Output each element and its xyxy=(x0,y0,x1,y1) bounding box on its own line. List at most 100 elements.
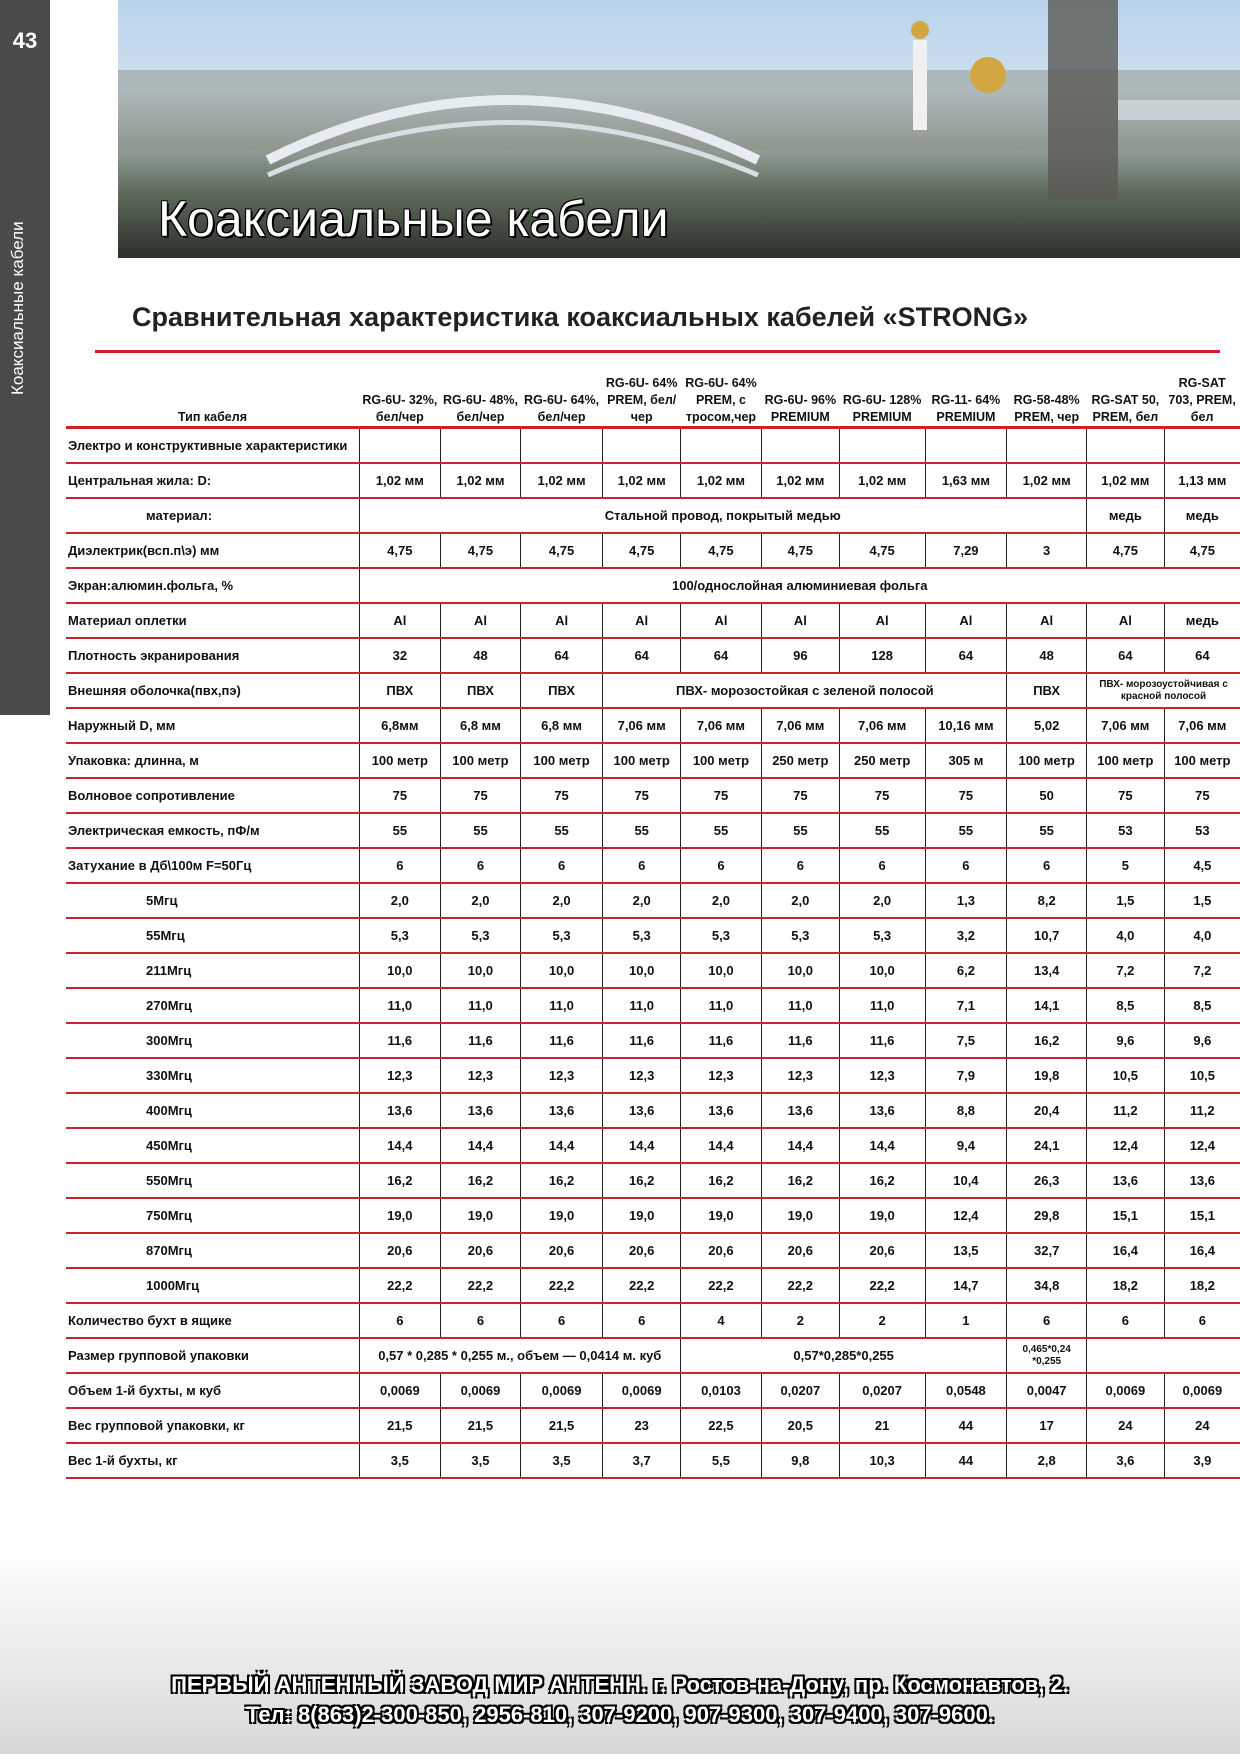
table-cell: 6 xyxy=(838,848,925,884)
row-label: 750Мгц xyxy=(66,1198,360,1234)
table-row: 5Мгц 2,0 2,0 2,0 2,0 2,0 2,0 2,0 1,3 8,2 1,5 1,5 xyxy=(66,883,1240,919)
column-header: RG-6U- 64%, бел/чер xyxy=(520,370,603,429)
table-cell xyxy=(760,427,840,464)
table-row: Экран:алюмин.фольга, % 100/однослойная ал… xyxy=(66,568,1240,604)
table-cell: 64 xyxy=(1086,638,1165,674)
row-label: Диэлектрик(всп.п\э) мм xyxy=(66,533,360,569)
table-cell: 3,6 xyxy=(1086,1443,1165,1479)
column-header: RG-SAT 50, PREM, бел xyxy=(1086,370,1165,429)
table-cell: 10,0 xyxy=(519,953,603,989)
table-row: 211Мгц 10,0 10,0 10,0 10,0 10,0 10,0 10,0 6,2 13,… xyxy=(66,953,1240,989)
table-cell: ПВХ xyxy=(440,673,521,709)
table-cell: 24 xyxy=(1086,1408,1165,1444)
table-cell: 18,2 xyxy=(1086,1268,1165,1304)
row-label: 450Мгц xyxy=(66,1128,360,1164)
table-cell: 55 xyxy=(924,813,1007,849)
table-cell: 0,0069 xyxy=(1086,1373,1165,1409)
table-cell: Al xyxy=(680,603,762,639)
table-cell: 6 xyxy=(440,848,521,884)
table-cell: 6 xyxy=(1006,1303,1087,1339)
row-label: Размер групповой упаковки xyxy=(66,1338,360,1374)
row-label: Центральная жила: D: xyxy=(66,463,360,499)
table-cell: 2,0 xyxy=(838,883,925,919)
table-row: Вес 1-й бухты, кг 3,5 3,5 3,5 3,7 5,5 9,8 10,3 4… xyxy=(66,1443,1240,1479)
table-cell: 0,0047 xyxy=(1006,1373,1087,1409)
table-cell: 11,0 xyxy=(440,988,521,1024)
table-cell: 12,4 xyxy=(1086,1128,1165,1164)
table-cell: 0,0548 xyxy=(924,1373,1007,1409)
table-cell: 14,7 xyxy=(924,1268,1007,1304)
table-cell: медь xyxy=(1163,498,1240,534)
table-row: Затухание в Дб\100м F=50Гц 6 6 6 6 6 6 6 6 6 5 4,5 xyxy=(66,848,1240,884)
table-cell: 75 xyxy=(924,778,1007,814)
table-cell: 12,3 xyxy=(440,1058,521,1094)
table-cell: 2,0 xyxy=(519,883,603,919)
table-cell: Стальной провод, покрытый медью xyxy=(358,498,1087,534)
table-cell: 0,0207 xyxy=(760,1373,840,1409)
table-cell: 75 xyxy=(680,778,762,814)
table-cell: 8,5 xyxy=(1163,988,1240,1024)
table-row: 1000Мгц 22,2 22,2 22,2 22,2 22,2 22,2 22,2 14,7 3… xyxy=(66,1268,1240,1304)
table-cell: 48 xyxy=(1006,638,1087,674)
table-cell: 14,4 xyxy=(440,1128,521,1164)
table-cell: 9,8 xyxy=(760,1443,840,1479)
table-cell: 6 xyxy=(602,848,681,884)
table-cell: 19,0 xyxy=(602,1198,681,1234)
table-cell: 10,5 xyxy=(1163,1058,1240,1094)
table-cell: 0,0069 xyxy=(440,1373,521,1409)
table-cell: 6 xyxy=(924,848,1007,884)
table-cell: 55 xyxy=(1006,813,1087,849)
table-cell: 4,75 xyxy=(680,533,762,569)
column-header: RG-6U- 128% PREMIUM xyxy=(839,370,925,429)
table-cell: 64 xyxy=(924,638,1007,674)
table-cell: Al xyxy=(838,603,925,639)
table-cell: 11,0 xyxy=(680,988,762,1024)
table-cell: 2,0 xyxy=(358,883,441,919)
table-cell: ПВХ xyxy=(519,673,603,709)
table-cell: 15,1 xyxy=(1163,1198,1240,1234)
table-cell xyxy=(1163,427,1240,464)
table-cell: 16,2 xyxy=(358,1163,441,1199)
table-cell: 11,0 xyxy=(760,988,840,1024)
table-cell: 10,0 xyxy=(440,953,521,989)
table-cell: 12,3 xyxy=(519,1058,603,1094)
table-cell: 16,4 xyxy=(1086,1233,1165,1269)
table-cell: 9,6 xyxy=(1163,1023,1240,1059)
table-header-row: Тип кабеля RG-6U- 32%, бел/чер RG-6U- 48%,… xyxy=(66,370,1240,429)
table-cell: 100 метр xyxy=(519,743,603,779)
table-cell: 3,5 xyxy=(358,1443,441,1479)
table-cell: 53 xyxy=(1163,813,1240,849)
table-cell: 4,75 xyxy=(440,533,521,569)
table-cell: 22,2 xyxy=(838,1268,925,1304)
table-cell: 10,3 xyxy=(838,1443,925,1479)
table-cell: 0,0103 xyxy=(680,1373,762,1409)
table-cell: 13,6 xyxy=(602,1093,681,1129)
table-cell: 75 xyxy=(1163,778,1240,814)
table-cell xyxy=(680,427,762,464)
table-cell: 75 xyxy=(519,778,603,814)
table-cell: 9,6 xyxy=(1086,1023,1165,1059)
table-cell: медь xyxy=(1163,603,1240,639)
table-cell: 55 xyxy=(602,813,681,849)
table-cell: 2,0 xyxy=(680,883,762,919)
side-tab: 43 Коаксиальные кабели xyxy=(0,0,50,715)
table-cell: 2,0 xyxy=(760,883,840,919)
table-cell: 1,02 мм xyxy=(838,463,925,499)
table-cell: 0,0069 xyxy=(519,1373,603,1409)
table-cell: 3,2 xyxy=(924,918,1007,954)
table-cell: 4,75 xyxy=(1163,533,1240,569)
column-header: RG-11- 64% PREMIUM xyxy=(925,370,1007,429)
footer-address: ПЕРВЫЙ АНТЕННЫЙ ЗАВОД МИР АНТЕНН. г. Рос… xyxy=(171,1672,1069,1697)
table-cell: 6 xyxy=(519,848,603,884)
table-cell: 16,2 xyxy=(838,1163,925,1199)
row-label: 270Мгц xyxy=(66,988,360,1024)
side-label: Коаксиальные кабели xyxy=(8,221,27,395)
banner-title: Коаксиальные кабели xyxy=(158,191,669,247)
table-cell: 7,06 мм xyxy=(602,708,681,744)
row-label: Вес групповой упаковки, кг xyxy=(66,1408,360,1444)
table-cell: 8,8 xyxy=(924,1093,1007,1129)
table-cell: 19,8 xyxy=(1006,1058,1087,1094)
table-cell xyxy=(602,427,681,464)
table-cell: 16,4 xyxy=(1163,1233,1240,1269)
table-row: Диэлектрик(всп.п\э) мм 4,75 4,75 4,75 4,75 4,… xyxy=(66,533,1240,569)
